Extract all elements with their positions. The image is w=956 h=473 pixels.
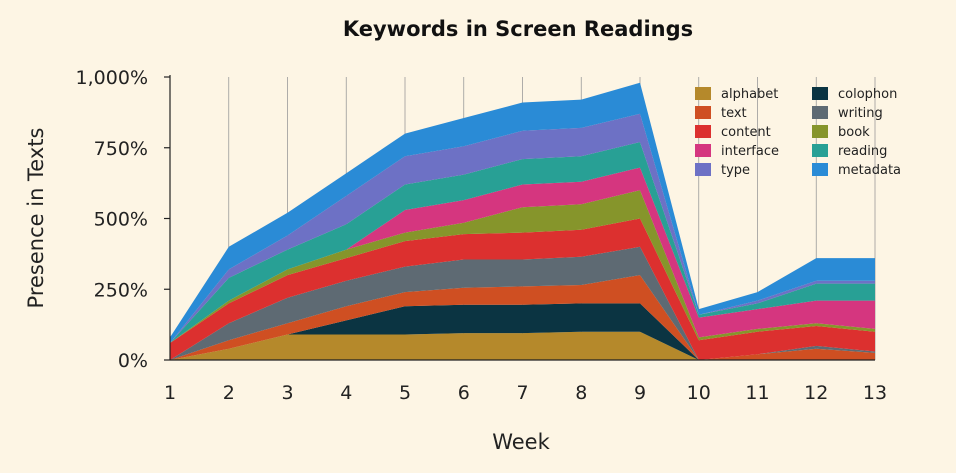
x-tick-label: 2 (223, 382, 235, 404)
area-colophon (170, 303, 875, 360)
legend-label-alphabet: alphabet (721, 87, 778, 102)
legend-label-book: book (838, 125, 870, 140)
chart-title: Keywords in Screen Readings (343, 17, 693, 41)
legend-label-type: type (721, 163, 750, 178)
area-book (170, 190, 875, 343)
legend-label-metadata: metadata (838, 163, 901, 178)
legend-swatch-content (695, 125, 711, 138)
legend-swatch-metadata (812, 163, 828, 176)
legend-swatch-colophon (812, 87, 828, 100)
legend-swatch-writing (812, 106, 828, 119)
legend-swatch-text (695, 106, 711, 119)
y-tick-label: 0% (118, 350, 148, 372)
area-alphabet (170, 331, 875, 360)
legend-label-interface: interface (721, 144, 779, 159)
area-content (170, 218, 875, 360)
x-tick-label: 8 (575, 382, 587, 404)
area-metadata (170, 82, 875, 343)
axes (169, 75, 875, 361)
x-tick-label: 12 (804, 382, 828, 404)
legend-swatch-reading (812, 144, 828, 157)
legend-label-text: text (721, 106, 747, 121)
x-tick-label: 4 (340, 382, 352, 404)
x-tick-label: 3 (281, 382, 293, 404)
x-tick-label: 6 (458, 382, 470, 404)
y-tick-label: 750% (94, 138, 148, 160)
area-text (170, 275, 875, 360)
y-axis-ticks: 0% 250% 500% 750% 1,000% (76, 67, 170, 372)
legend-swatch-alphabet (695, 87, 711, 100)
area-writing (170, 246, 875, 360)
x-tick-label: 5 (399, 382, 411, 404)
legend-label-reading: reading (838, 144, 887, 159)
x-tick-label: 10 (687, 382, 711, 404)
legend-swatch-book (812, 125, 828, 138)
x-axis-label: Week (492, 430, 550, 454)
y-tick-label: 250% (94, 279, 148, 301)
x-tick-label: 7 (516, 382, 528, 404)
legend-label-content: content (721, 125, 771, 140)
area-reading (170, 142, 875, 343)
x-axis-ticks: 1 2 3 4 5 6 7 8 9 10 11 12 13 (164, 382, 887, 404)
y-axis-label: Presence in Texts (24, 128, 48, 309)
x-tick-label: 1 (164, 382, 176, 404)
x-tick-label: 13 (863, 382, 887, 404)
area-series-group (170, 82, 875, 360)
legend-swatch-type (695, 163, 711, 176)
area-interface (170, 167, 875, 343)
y-tick-label: 500% (94, 209, 148, 231)
legend-label-writing: writing (838, 106, 883, 121)
legend-swatch-interface (695, 144, 711, 157)
y-tick-label: 1,000% (76, 67, 148, 89)
x-tick-label: 11 (745, 382, 769, 404)
legend-label-colophon: colophon (838, 87, 897, 102)
x-tick-label: 9 (634, 382, 646, 404)
area-type (170, 113, 875, 343)
legend: alphabet text content interface type colophon… (695, 87, 901, 178)
